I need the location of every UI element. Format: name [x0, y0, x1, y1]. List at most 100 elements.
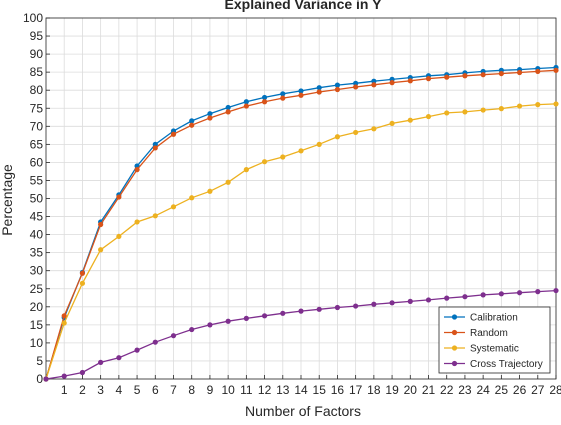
x-tick-label: 1 [61, 383, 68, 397]
data-point [353, 129, 359, 136]
data-point [280, 91, 286, 97]
x-tick-label: 23 [458, 383, 472, 397]
data-point [316, 141, 322, 147]
data-point [152, 145, 158, 151]
data-point [280, 310, 286, 316]
x-tick-label: 8 [188, 383, 195, 397]
data-point [425, 76, 432, 82]
data-point [170, 131, 177, 137]
data-point [116, 233, 122, 240]
data-point [225, 318, 231, 324]
data-point [152, 339, 158, 345]
data-point [261, 94, 268, 101]
x-tick-label: 28 [549, 383, 561, 397]
data-point [280, 154, 286, 160]
legend-swatch-marker [451, 345, 458, 351]
legend-item: Cross Trajectory [444, 359, 543, 370]
data-point [243, 99, 249, 105]
data-point [134, 347, 140, 353]
legend-item: Calibration [444, 313, 518, 324]
data-point [462, 109, 468, 115]
y-tick-label: 30 [30, 264, 44, 278]
series-systematic [43, 101, 559, 382]
data-point [334, 304, 341, 311]
x-tick-label: 21 [422, 383, 436, 397]
x-tick-label: 6 [152, 383, 159, 397]
data-point [444, 110, 450, 116]
x-tick-label: 14 [294, 383, 308, 397]
data-point [371, 301, 377, 307]
y-tick-label: 80 [30, 83, 44, 97]
y-tick-label: 55 [30, 173, 44, 187]
legend-label: Calibration [470, 313, 518, 324]
data-point [61, 373, 67, 379]
data-point [280, 95, 286, 101]
data-point [170, 204, 177, 210]
y-tick-label: 70 [30, 119, 44, 133]
data-point [243, 103, 249, 109]
data-point [553, 101, 559, 107]
legend-label: Cross Trajectory [470, 359, 543, 370]
data-point [298, 308, 304, 314]
x-tick-label: 17 [349, 383, 363, 397]
legend-swatch-marker [451, 360, 458, 367]
data-point [353, 80, 359, 86]
y-tick-label: 0 [36, 372, 43, 386]
data-point [79, 280, 86, 286]
data-point [535, 102, 541, 108]
data-point [516, 69, 523, 76]
data-point [462, 73, 468, 79]
legend-label: Systematic [470, 344, 519, 355]
x-tick-label: 19 [385, 383, 399, 397]
data-point [43, 376, 49, 382]
x-tick-label: 12 [258, 383, 272, 397]
data-point [553, 67, 559, 73]
data-point [516, 103, 523, 109]
data-point [98, 359, 104, 365]
data-point [480, 72, 486, 78]
data-point [535, 289, 541, 295]
data-point [134, 219, 140, 225]
x-tick-label: 24 [476, 383, 490, 397]
data-point [152, 141, 158, 147]
x-axis-title: Number of Factors [245, 403, 361, 419]
y-tick-label: 20 [30, 300, 44, 314]
series-cross-trajectory [43, 287, 559, 382]
y-tick-label: 60 [30, 155, 44, 169]
x-tick-label: 7 [170, 383, 177, 397]
data-point [298, 148, 304, 154]
data-point [371, 126, 377, 132]
data-point [353, 84, 359, 90]
data-point [516, 290, 523, 296]
data-point [371, 82, 377, 88]
x-tick-label: 11 [240, 383, 253, 397]
data-point [116, 194, 122, 200]
legend-swatch-marker [451, 314, 458, 320]
data-point [316, 306, 322, 312]
data-point [189, 118, 195, 124]
x-tick-label: 25 [495, 383, 509, 397]
x-tick-label: 27 [531, 383, 545, 397]
x-tick-label: 2 [79, 383, 86, 397]
y-tick-label: 65 [30, 137, 44, 151]
x-tick-label: 16 [331, 383, 345, 397]
data-point [116, 355, 122, 361]
x-tick-label: 9 [207, 383, 214, 397]
data-point [444, 295, 450, 301]
x-tick-label: 4 [116, 383, 123, 397]
y-tick-label: 10 [30, 336, 44, 350]
data-point [225, 179, 231, 185]
data-point [371, 78, 377, 84]
data-point [189, 195, 195, 201]
data-point [535, 68, 541, 75]
data-point [298, 88, 304, 94]
data-point [261, 313, 268, 319]
legend: Calibration Random Systematic Cross Traject… [438, 306, 551, 374]
data-point [261, 99, 268, 105]
y-tick-label: 75 [30, 101, 44, 115]
data-point [207, 188, 213, 194]
y-tick-label: 95 [30, 29, 44, 43]
x-tick-label: 20 [404, 383, 418, 397]
data-point [61, 313, 67, 319]
